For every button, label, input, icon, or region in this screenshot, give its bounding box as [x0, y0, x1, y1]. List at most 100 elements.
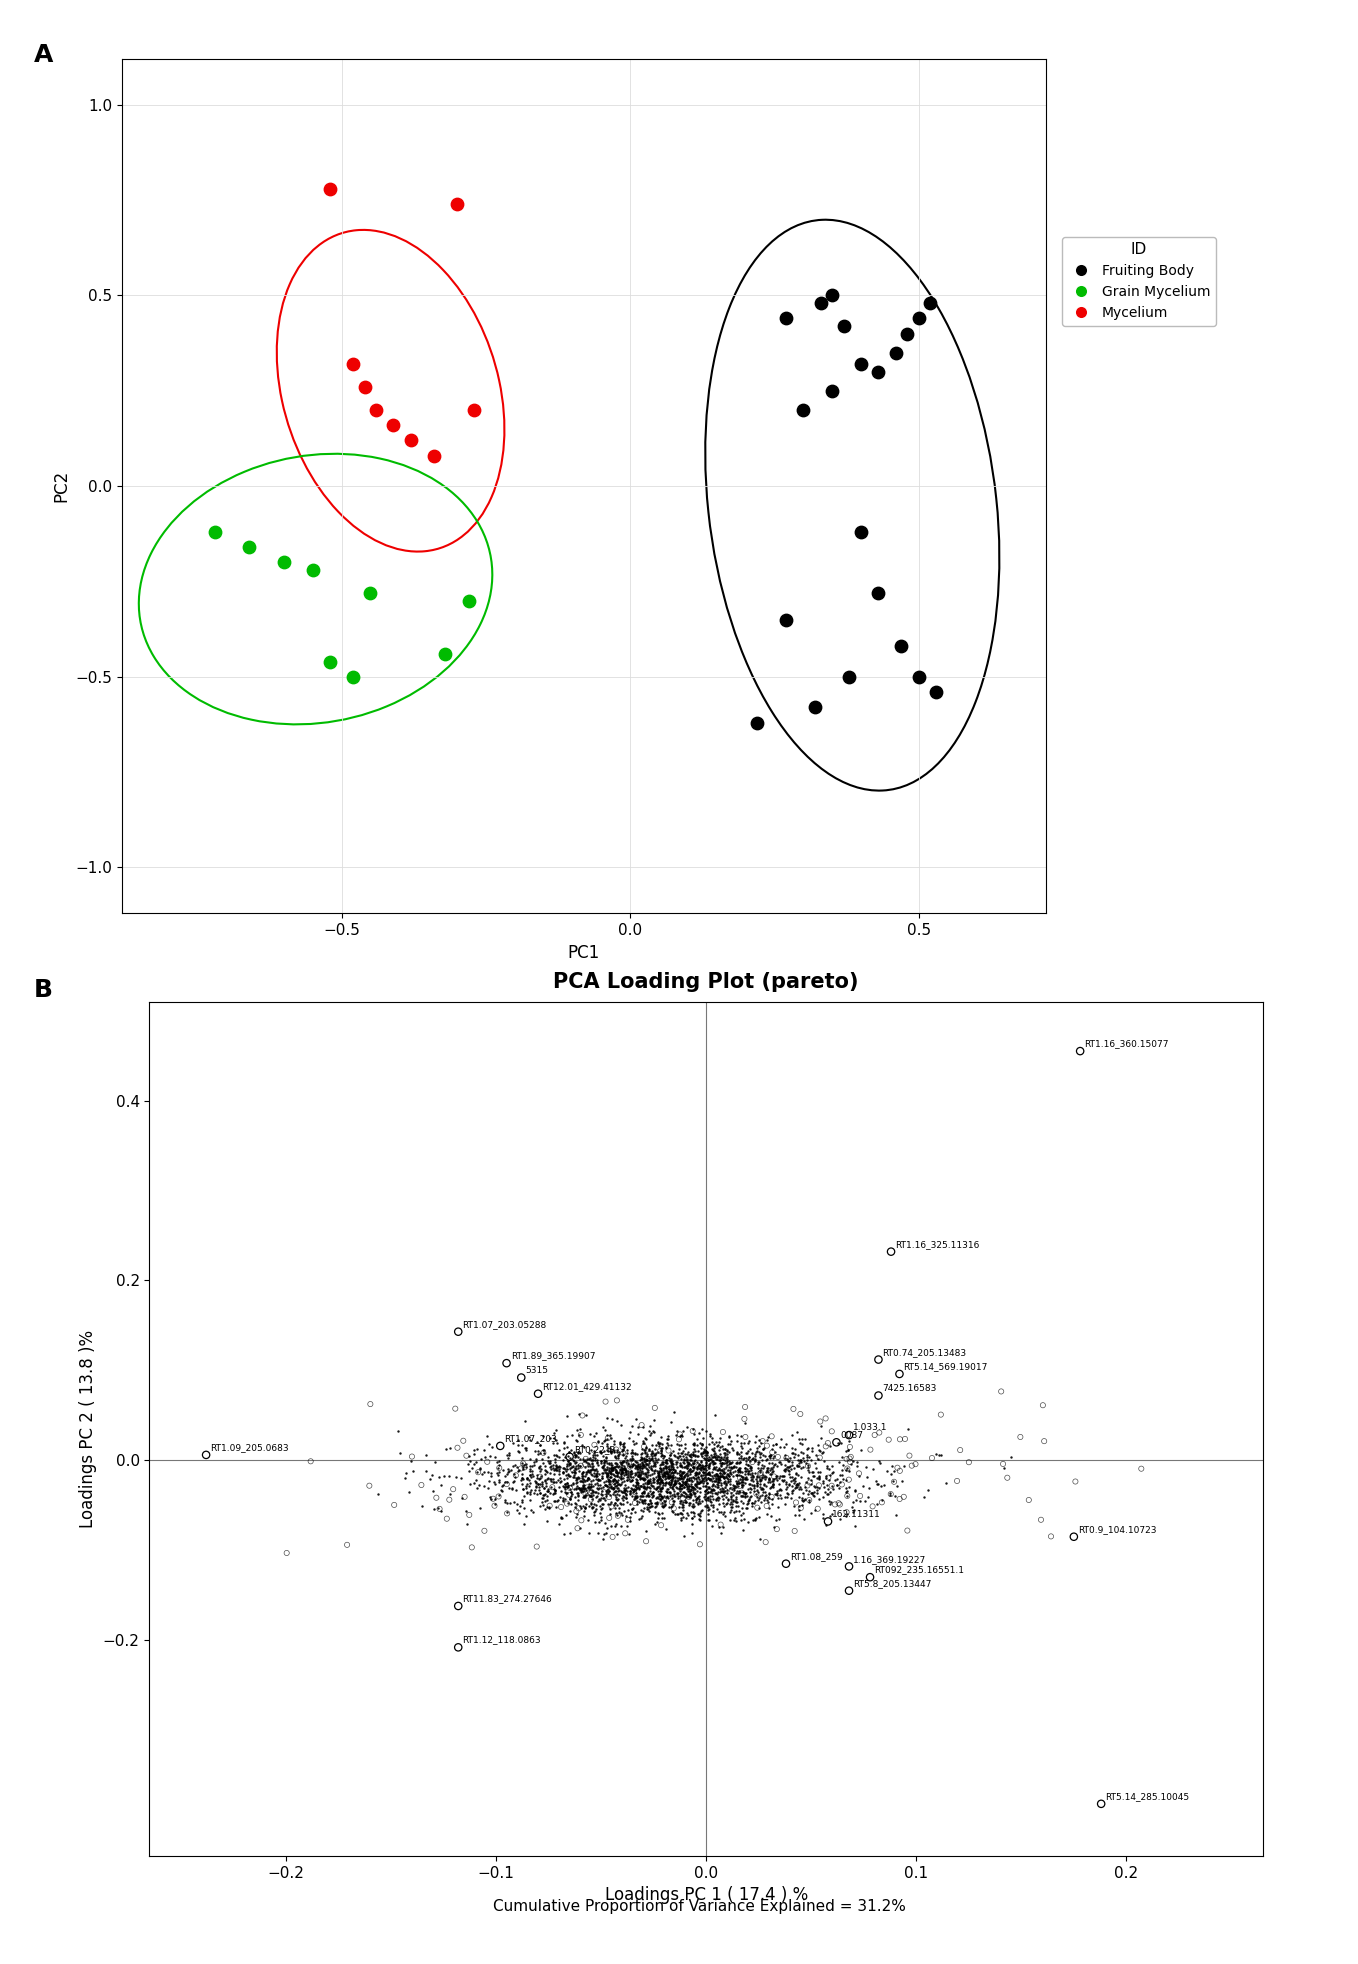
- Point: [778, 1446, 800, 1477]
- Point: [539, 1491, 561, 1522]
- Point: [703, 1471, 725, 1502]
- Point: [819, 1477, 841, 1508]
- Point: [602, 1451, 623, 1483]
- Point: [583, 1436, 604, 1467]
- Point: [638, 1416, 660, 1447]
- Point: [744, 1436, 766, 1467]
- Point: [713, 1438, 735, 1469]
- Point: [693, 1434, 714, 1465]
- Point: [680, 1479, 702, 1510]
- Point: [546, 1451, 568, 1483]
- Point: [663, 1473, 684, 1504]
- Point: [642, 1440, 664, 1471]
- Point: [608, 1438, 630, 1469]
- Point: [387, 1416, 409, 1447]
- Point: [671, 1420, 693, 1451]
- Point: [543, 1465, 565, 1497]
- Point: [580, 1449, 602, 1481]
- Point: [705, 1504, 727, 1536]
- Point: [619, 1459, 641, 1491]
- Point: [507, 1424, 528, 1455]
- Point: [708, 1463, 729, 1495]
- Point: [736, 1438, 758, 1469]
- Point: [631, 1457, 653, 1489]
- Point: [659, 1461, 680, 1493]
- Point: [674, 1471, 695, 1502]
- Point: [469, 1469, 490, 1500]
- Point: [593, 1446, 615, 1477]
- Point: [725, 1481, 747, 1512]
- Point: [879, 1479, 900, 1510]
- Point: [714, 1447, 736, 1479]
- Point: [708, 1430, 729, 1461]
- Point: [539, 1447, 561, 1479]
- Point: [536, 1504, 558, 1536]
- Point: [629, 1473, 650, 1504]
- Point: [603, 1463, 625, 1495]
- Point: [709, 1465, 731, 1497]
- Point: [535, 1471, 557, 1502]
- Point: [717, 1428, 739, 1459]
- Point: [593, 1518, 615, 1550]
- Point: [747, 1477, 769, 1508]
- Point: [572, 1475, 593, 1506]
- Point: [880, 1457, 902, 1489]
- Point: [691, 1449, 713, 1481]
- Point: [589, 1504, 611, 1536]
- Point: [466, 1457, 488, 1489]
- Point: [596, 1459, 618, 1491]
- Point: [739, 1457, 760, 1489]
- Point: [564, 1459, 585, 1491]
- Point: [608, 1446, 630, 1477]
- Point: [661, 1463, 683, 1495]
- Point: [671, 1457, 693, 1489]
- Point: [638, 1447, 660, 1479]
- Point: [746, 1475, 767, 1506]
- Point: [683, 1434, 705, 1465]
- Point: [702, 1495, 724, 1526]
- Point: [526, 1471, 547, 1502]
- Point: [562, 1446, 584, 1477]
- Point: [728, 1467, 750, 1499]
- Point: [527, 1469, 549, 1500]
- Point: [838, 1434, 860, 1465]
- Point: [606, 1449, 627, 1481]
- Point: [520, 1461, 542, 1493]
- Point: [657, 1477, 679, 1508]
- Point: [559, 1481, 581, 1512]
- Point: [603, 1465, 625, 1497]
- Point: [689, 1477, 710, 1508]
- Point: [731, 1432, 752, 1463]
- Point: [619, 1449, 641, 1481]
- Point: [727, 1487, 748, 1518]
- Point: [693, 1455, 714, 1487]
- Point: [706, 1455, 728, 1487]
- Point: [868, 1343, 889, 1375]
- Point: [580, 1477, 602, 1508]
- Point: [621, 1436, 642, 1467]
- Point: [703, 1400, 725, 1432]
- Point: [755, 1479, 777, 1510]
- Point: [583, 1438, 604, 1469]
- Point: [599, 1469, 621, 1500]
- Point: [683, 1500, 705, 1532]
- Point: [607, 1459, 629, 1491]
- Point: [638, 1434, 660, 1465]
- Point: [894, 1424, 915, 1455]
- Point: [682, 1416, 703, 1447]
- Point: [617, 1455, 638, 1487]
- Point: [680, 1497, 702, 1528]
- Point: [703, 1447, 725, 1479]
- Point: [883, 1465, 904, 1497]
- Point: [581, 1477, 603, 1508]
- Point: [565, 1502, 587, 1534]
- Point: [566, 1479, 588, 1510]
- Point: [645, 1461, 667, 1493]
- Point: [741, 1457, 763, 1489]
- Point: [702, 1446, 724, 1477]
- Point: [714, 1438, 736, 1469]
- Point: [600, 1510, 622, 1542]
- Point: [689, 1481, 710, 1512]
- Point: [679, 1440, 701, 1471]
- Point: [596, 1434, 618, 1465]
